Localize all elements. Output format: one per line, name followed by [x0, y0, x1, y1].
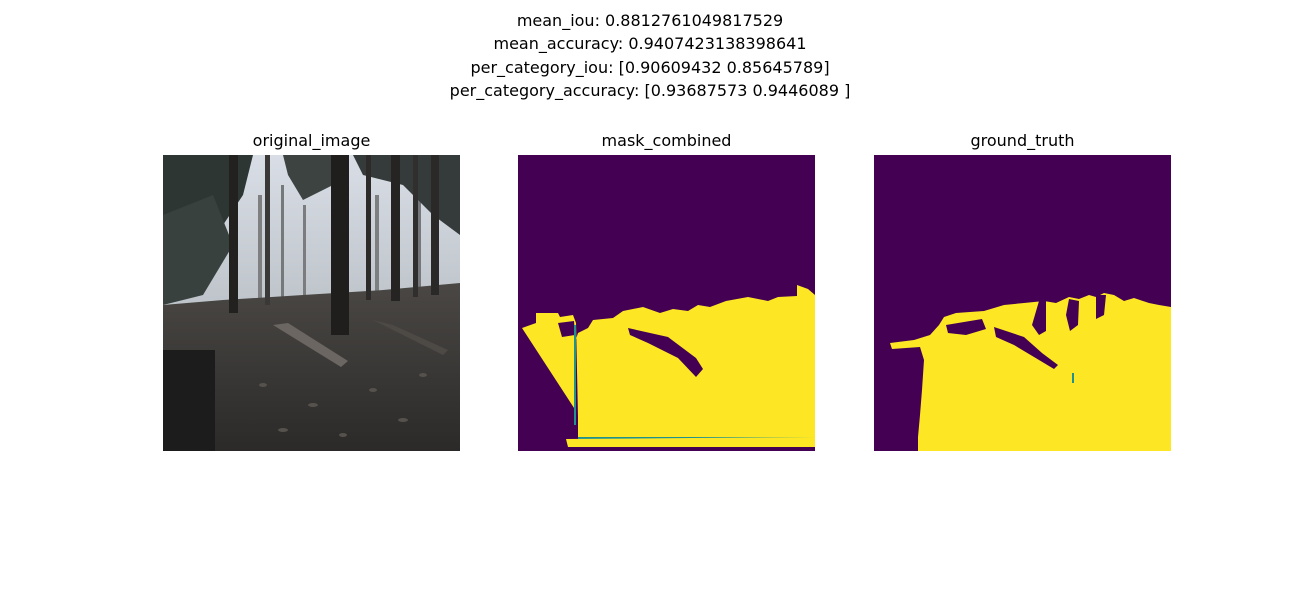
per-category-iou-text: per_category_iou: [0.90609432 0.85645789…: [470, 57, 830, 77]
mask-combined-image: [518, 155, 815, 451]
per-category-accuracy-text: per_category_accuracy: [0.93687573 0.944…: [449, 80, 851, 100]
mean-accuracy-text: mean_accuracy: 0.9407423138398641: [493, 34, 807, 54]
original-image-panel: [163, 155, 460, 451]
ground-truth-image: [874, 155, 1171, 451]
original-image-title: original_image: [252, 131, 371, 150]
ground-truth-title: ground_truth: [970, 131, 1075, 150]
metrics-suptitle: mean_iou: 0.8812761049817529 mean_accura…: [0, 9, 1300, 102]
mean-iou-text: mean_iou: 0.8812761049817529: [516, 11, 784, 30]
ground-truth-panel: [874, 155, 1171, 451]
mask-combined-panel: [518, 155, 815, 451]
mask-combined-title: mask_combined: [601, 131, 732, 150]
forest-photo: [163, 155, 460, 451]
